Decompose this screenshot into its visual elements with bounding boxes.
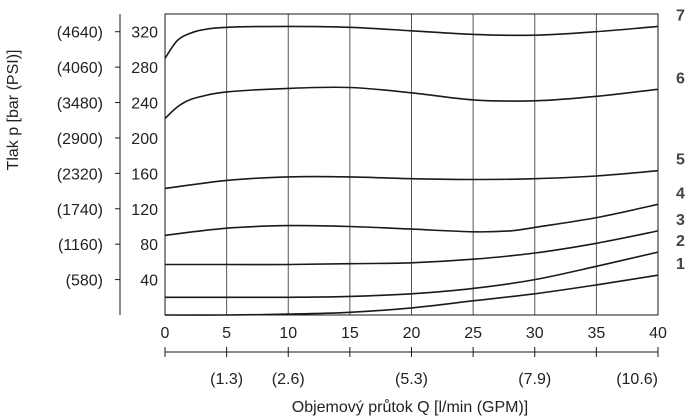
y-axis-ticks: 320 (4640) 280 (4060) 240 (3480) 200 (2900) 160 (…: [57, 14, 158, 315]
psi-tick-label: (2900): [57, 131, 103, 148]
series-lines: [164, 25, 659, 316]
y-tick-label: 160: [131, 166, 158, 183]
psi-tick-label: (3480): [57, 96, 103, 113]
psi-tick-label: (4060): [57, 60, 103, 77]
psi-tick-label: (580): [66, 273, 103, 290]
y-tick-label: 200: [131, 131, 158, 148]
psi-tick-label: (1740): [57, 202, 103, 219]
series-line-7: [164, 25, 659, 59]
series-label-4: 4: [676, 185, 685, 202]
x-tick-label: 10: [279, 325, 297, 342]
x-tick-label: 25: [464, 325, 482, 342]
series-label-6: 6: [676, 70, 685, 87]
x-tick-label: 0: [161, 325, 170, 342]
x-tick-label: 5: [222, 325, 231, 342]
y-tick-label: 40: [140, 273, 158, 290]
x-tick-label: 40: [649, 325, 667, 342]
x-axis-title: Objemový průtok Q [l/min (GPM)]: [292, 398, 529, 416]
y-tick-label: 280: [131, 60, 158, 77]
psi-tick-label: (4640): [57, 25, 103, 42]
y-tick-label: 240: [131, 96, 158, 113]
series-line-5: [164, 169, 659, 190]
gpm-tick-label: (2.6): [272, 371, 305, 388]
series-label-3: 3: [676, 212, 685, 229]
gpm-tick-label: (10.6): [616, 371, 658, 388]
series-label-7: 7: [676, 7, 685, 24]
x-tick-label: 20: [403, 325, 421, 342]
series-label-1: 1: [676, 256, 685, 273]
psi-tick-label: (2320): [57, 166, 103, 183]
series-line-4: [164, 203, 659, 237]
series-label-5: 5: [676, 152, 685, 169]
y-axis-title: Tlak p [bar (PSI)]: [5, 50, 22, 171]
series-label-2: 2: [676, 233, 685, 250]
psi-tick-label: (1160): [58, 237, 103, 254]
gpm-axis: (1.3) (2.6) (5.3) (7.9) (10.6): [164, 347, 659, 388]
series-line-3: [165, 230, 659, 266]
x-tick-label: 15: [341, 325, 359, 342]
series-line-6: [164, 86, 659, 120]
x-tick-label: 30: [526, 325, 544, 342]
y-tick-label: 80: [140, 237, 158, 254]
gpm-tick-label: (1.3): [210, 371, 243, 388]
series-line-1: [164, 274, 659, 316]
x-tick-label: 35: [587, 325, 605, 342]
series-line-2: [164, 251, 659, 299]
plot-frame: [164, 13, 659, 316]
gpm-tick-label: (5.3): [395, 371, 428, 388]
x-axis: 0 5 10 15 20 25 30 35 40: [161, 325, 667, 342]
y-tick-label: 120: [131, 202, 158, 219]
gpm-tick-label: (7.9): [518, 371, 551, 388]
series-labels: 7 6 5 4 3 2 1: [676, 7, 685, 273]
y-tick-label: 320: [131, 25, 158, 42]
vertical-grid: [226, 14, 597, 315]
